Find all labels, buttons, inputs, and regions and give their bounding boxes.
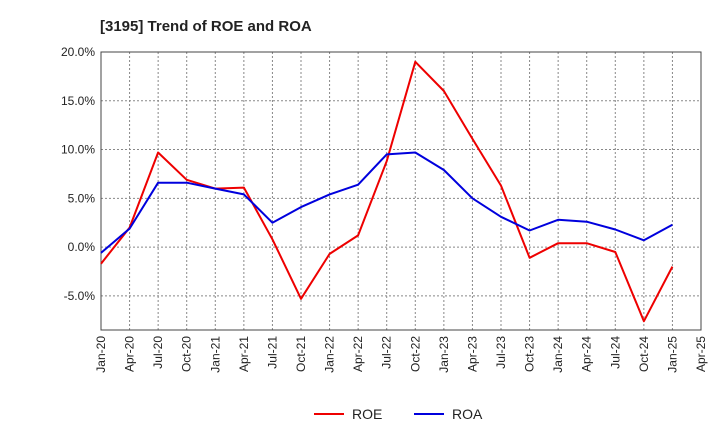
legend: ROE ROA <box>314 406 483 422</box>
x-tick-label: Oct-24 <box>637 336 651 372</box>
series-line-roa <box>100 151 673 254</box>
series-lines <box>100 60 674 323</box>
x-tick-label: Jan-25 <box>665 336 679 373</box>
y-axis-ticks: 20.0% 15.0% 10.0% 5.0% 0.0% -5.0% <box>61 45 95 303</box>
x-tick-label: Jan-21 <box>208 336 222 373</box>
x-tick-label: Apr-25 <box>694 336 708 372</box>
legend-label: ROE <box>352 406 382 422</box>
x-tick-label: Apr-20 <box>123 336 137 372</box>
x-tick-label: Jan-23 <box>437 336 451 373</box>
grid-lines <box>100 51 702 330</box>
series-line-roe <box>100 60 674 323</box>
x-tick-label: Apr-23 <box>465 336 479 372</box>
y-tick-label: 0.0% <box>68 240 96 254</box>
x-tick-label: Jul-21 <box>265 336 279 369</box>
x-tick-label: Jul-23 <box>494 336 508 369</box>
x-tick-label: Jul-24 <box>608 336 622 369</box>
x-tick-label: Jan-20 <box>94 336 108 373</box>
y-tick-label: 20.0% <box>61 45 95 59</box>
chart-title: [3195] Trend of ROE and ROA <box>100 18 312 35</box>
y-tick-label: -5.0% <box>64 289 96 303</box>
x-tick-label: Jan-22 <box>323 336 337 373</box>
x-tick-label: Oct-23 <box>523 336 537 372</box>
x-tick-label: Apr-21 <box>237 336 251 372</box>
x-tick-label: Oct-22 <box>408 336 422 372</box>
plot-area <box>100 51 702 331</box>
legend-label: ROA <box>452 406 483 422</box>
x-tick-label: Apr-22 <box>351 336 365 372</box>
x-tick-label: Oct-21 <box>294 336 308 372</box>
y-tick-label: 10.0% <box>61 143 95 157</box>
x-axis-ticks: Jan-20 Apr-20 Jul-20 Oct-20 Jan-21 Apr-21 Jul-… <box>94 336 708 373</box>
y-tick-label: 15.0% <box>61 94 95 108</box>
x-tick-label: Jan-24 <box>551 336 565 373</box>
x-tick-label: Jul-22 <box>380 336 394 369</box>
y-tick-label: 5.0% <box>68 191 96 205</box>
x-tick-label: Oct-20 <box>180 336 194 372</box>
x-tick-label: Jul-20 <box>151 336 165 369</box>
x-tick-label: Apr-24 <box>580 336 594 372</box>
